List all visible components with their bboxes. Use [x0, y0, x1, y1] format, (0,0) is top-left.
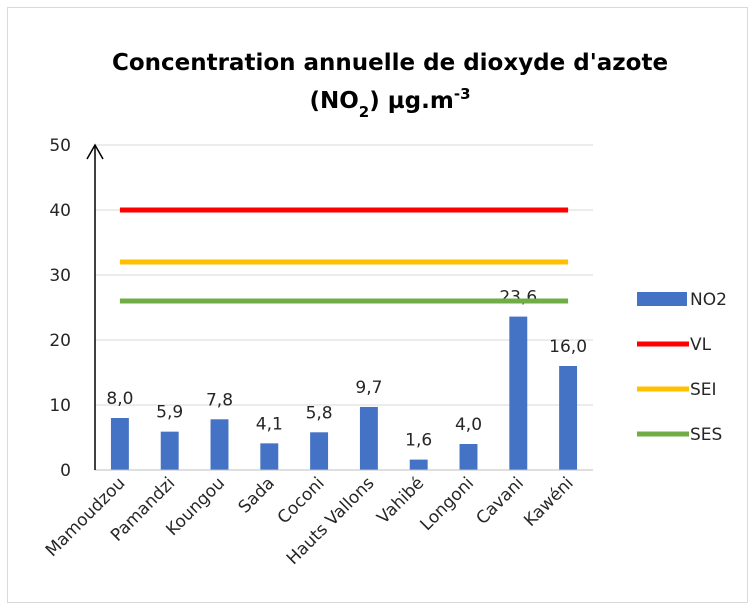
title-sup: -3 — [454, 85, 471, 103]
data-label: 23,6 — [499, 288, 537, 308]
data-label: 5,8 — [306, 403, 333, 423]
bar — [509, 316, 528, 470]
data-label: 9,7 — [355, 378, 382, 398]
bar — [160, 431, 179, 470]
legend-label: SEI — [690, 380, 717, 400]
y-tick-label: 50 — [49, 136, 71, 156]
chart-border — [7, 7, 748, 603]
data-label: 1,6 — [405, 431, 432, 451]
data-label: 4,0 — [455, 415, 482, 435]
y-tick-label: 20 — [49, 331, 71, 351]
y-tick-label: 40 — [49, 201, 71, 221]
title-part: (NO — [309, 88, 358, 114]
bar — [210, 419, 229, 470]
title-part: ) µg.m — [369, 88, 454, 114]
legend-label: VL — [690, 335, 712, 355]
bar — [559, 366, 578, 470]
title-sub: 2 — [359, 103, 369, 121]
y-tick-label: 30 — [49, 266, 71, 286]
bar — [459, 444, 478, 470]
bar — [110, 418, 129, 470]
y-axis-arrow — [86, 143, 104, 160]
data-label: 16,0 — [549, 337, 587, 357]
legend-swatch — [637, 292, 687, 306]
chart-title-line2: (NO2) µg.m-3 — [309, 85, 470, 121]
y-tick-label: 0 — [60, 461, 71, 481]
data-label: 5,9 — [156, 403, 183, 423]
y-tick-label: 10 — [49, 396, 71, 416]
legend-label: SES — [690, 425, 722, 445]
data-label: 8,0 — [106, 389, 133, 409]
legend-label: NO2 — [690, 290, 727, 310]
bar — [310, 432, 329, 470]
bar — [409, 459, 428, 470]
chart-title: Concentration annuelle de dioxyde d'azot… — [112, 50, 668, 76]
data-label: 7,8 — [206, 390, 233, 410]
bar — [260, 443, 279, 470]
data-label: 4,1 — [256, 414, 283, 434]
bar — [359, 406, 378, 470]
